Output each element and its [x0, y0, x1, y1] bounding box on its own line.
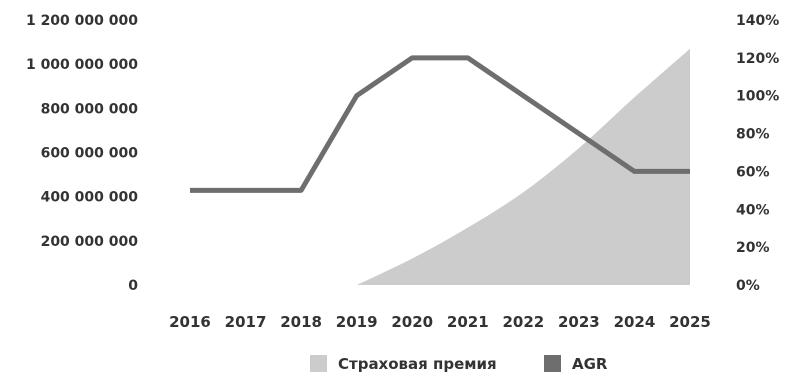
x-tick-label: 2020 [391, 313, 433, 331]
left-axis-ticks: 0 200 000 000 400 000 000 600 000 000 800 00… [26, 13, 138, 294]
legend-label-premium: Страховая премия [338, 355, 497, 372]
agr-line [190, 55, 690, 193]
left-tick-label: 600 000 000 [41, 146, 139, 162]
line-layer [189, 55, 691, 193]
left-tick-label: 1 000 000 000 [26, 57, 138, 73]
right-tick-label: 60% [736, 164, 770, 180]
right-tick-label: 100% [736, 89, 779, 105]
right-tick-label: 140% [736, 13, 779, 29]
x-tick-label: 2017 [225, 313, 267, 331]
legend-label-agr: AGR [572, 355, 608, 372]
legend: Страховая премия AGR [310, 355, 608, 372]
left-tick-label: 1 200 000 000 [26, 13, 138, 29]
x-axis-ticks: 2016 2017 2018 2019 2020 2021 2022 2023 2024 2025 [169, 313, 711, 331]
premium-area [356, 48, 690, 286]
left-tick-label: 0 [128, 278, 138, 294]
area-layer [356, 48, 690, 286]
x-tick-label: 2022 [502, 313, 544, 331]
left-tick-label: 200 000 000 [41, 234, 139, 250]
right-tick-label: 0% [736, 278, 760, 294]
legend-swatch-agr [544, 355, 561, 372]
x-tick-label: 2021 [447, 313, 489, 331]
x-tick-label: 2023 [558, 313, 600, 331]
x-tick-label: 2025 [669, 313, 711, 331]
legend-swatch-premium [310, 355, 327, 372]
x-tick-label: 2019 [336, 313, 378, 331]
x-tick-label: 2024 [614, 313, 656, 331]
right-tick-label: 40% [736, 202, 770, 218]
right-tick-label: 20% [736, 240, 770, 256]
right-tick-label: 80% [736, 127, 770, 143]
x-tick-label: 2016 [169, 313, 211, 331]
x-tick-label: 2018 [280, 313, 322, 331]
left-tick-label: 400 000 000 [41, 190, 139, 206]
left-tick-label: 800 000 000 [41, 101, 139, 117]
right-tick-label: 120% [736, 51, 779, 67]
right-axis-ticks: 0% 20% 40% 60% 80% 100% 120% 140% [736, 13, 779, 294]
